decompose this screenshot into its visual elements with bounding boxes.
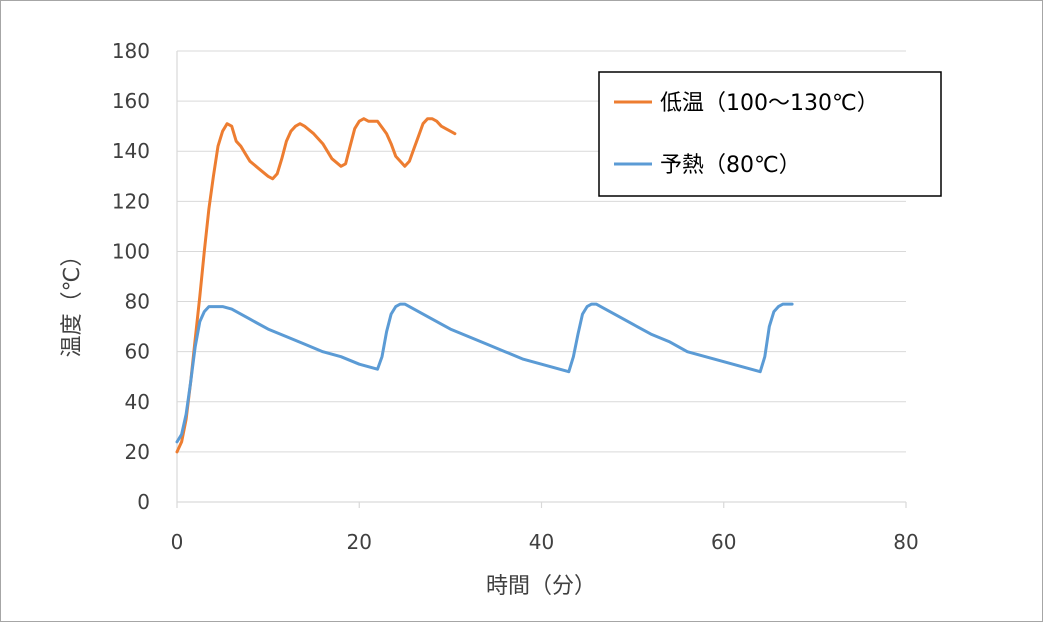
y-tick-label-100: 100	[112, 239, 150, 263]
legend-box	[598, 71, 942, 197]
x-tick-label-20: 20	[347, 530, 372, 554]
x-axis-title: 時間（分）	[486, 574, 596, 599]
y-tick-label-140: 140	[112, 139, 150, 163]
x-tick-label-60: 60	[711, 530, 736, 554]
y-tick-label-120: 120	[112, 189, 150, 213]
y-tick-label-180: 180	[112, 39, 150, 63]
legend: 低温（100～130℃） 予熱（80℃）	[598, 71, 942, 197]
series-line-low-temp	[175, 117, 457, 454]
y-tick-label-80: 80	[125, 290, 150, 314]
legend-label-low-temp: 低温（100～130℃）	[660, 91, 879, 116]
y-tick-label-0: 0	[137, 490, 150, 514]
axes: 0 20 40 60 80 100 120 140 160 180 0 20 40 60 80	[112, 39, 919, 554]
y-tick-label-160: 160	[112, 89, 150, 113]
y-tick-label-20: 20	[125, 440, 150, 464]
series-line-preheat	[175, 302, 794, 444]
x-tick-label-40: 40	[529, 530, 554, 554]
x-tick-label-0: 0	[171, 530, 184, 554]
gridlines	[177, 50, 906, 453]
series-lines	[175, 117, 794, 454]
x-tick-label-80: 80	[893, 530, 918, 554]
y-tick-label-40: 40	[125, 390, 150, 414]
y-tick-label-60: 60	[125, 340, 150, 364]
y-axis-title: 温度（℃）	[60, 245, 85, 358]
legend-label-preheat: 予熱（80℃）	[660, 153, 801, 178]
